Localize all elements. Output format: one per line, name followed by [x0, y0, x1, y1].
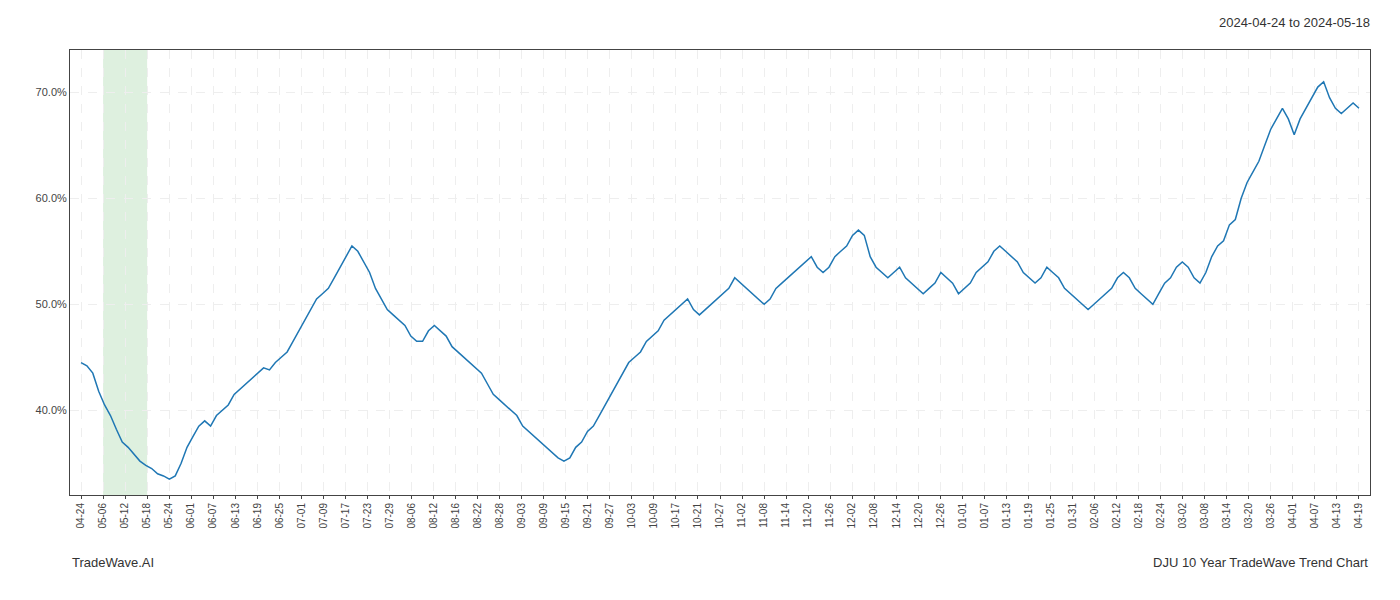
svg-text:70.0%: 70.0%	[36, 86, 67, 98]
svg-text:01-25: 01-25	[1045, 503, 1056, 529]
svg-text:06-13: 06-13	[230, 503, 241, 529]
svg-text:09-15: 09-15	[560, 503, 571, 529]
svg-text:06-01: 06-01	[185, 503, 196, 529]
svg-text:10-17: 10-17	[670, 503, 681, 529]
svg-text:05-24: 05-24	[163, 503, 174, 529]
svg-text:02-06: 02-06	[1089, 503, 1100, 529]
svg-text:10-03: 10-03	[626, 503, 637, 529]
svg-text:TradeWave.AI: TradeWave.AI	[72, 555, 154, 570]
svg-text:02-24: 02-24	[1155, 503, 1166, 529]
svg-text:01-01: 01-01	[957, 503, 968, 529]
svg-text:09-03: 09-03	[516, 503, 527, 529]
svg-text:04-24: 04-24	[75, 503, 86, 529]
svg-text:07-29: 07-29	[384, 503, 395, 529]
svg-text:01-07: 01-07	[979, 503, 990, 529]
svg-text:12-14: 12-14	[891, 503, 902, 529]
svg-text:07-17: 07-17	[340, 503, 351, 529]
svg-text:02-18: 02-18	[1133, 503, 1144, 529]
svg-text:01-19: 01-19	[1023, 503, 1034, 529]
svg-text:08-16: 08-16	[450, 503, 461, 529]
svg-text:04-01: 04-01	[1287, 503, 1298, 529]
svg-text:02-12: 02-12	[1111, 503, 1122, 529]
svg-text:04-13: 04-13	[1331, 503, 1342, 529]
svg-text:01-31: 01-31	[1067, 503, 1078, 529]
svg-text:09-27: 09-27	[604, 503, 615, 529]
svg-text:09-09: 09-09	[538, 503, 549, 529]
svg-text:03-20: 03-20	[1243, 503, 1254, 529]
svg-text:03-14: 03-14	[1221, 503, 1232, 529]
svg-text:07-01: 07-01	[296, 503, 307, 529]
svg-text:04-07: 04-07	[1309, 503, 1320, 529]
svg-text:60.0%: 60.0%	[36, 192, 67, 204]
svg-text:08-06: 08-06	[406, 503, 417, 529]
svg-text:05-06: 05-06	[97, 503, 108, 529]
svg-text:11-26: 11-26	[824, 503, 835, 528]
svg-text:03-08: 03-08	[1199, 503, 1210, 529]
svg-text:08-22: 08-22	[472, 503, 483, 529]
svg-text:07-23: 07-23	[362, 503, 373, 529]
svg-text:11-20: 11-20	[802, 503, 813, 528]
svg-text:11-02: 11-02	[736, 503, 747, 528]
svg-text:12-26: 12-26	[935, 503, 946, 529]
svg-text:03-02: 03-02	[1177, 503, 1188, 529]
svg-text:05-18: 05-18	[141, 503, 152, 529]
svg-text:11-08: 11-08	[758, 503, 769, 528]
svg-text:09-21: 09-21	[582, 503, 593, 529]
svg-text:50.0%: 50.0%	[36, 298, 67, 310]
svg-text:DJU 10 Year TradeWave Trend Ch: DJU 10 Year TradeWave Trend Chart	[1153, 555, 1368, 570]
svg-text:2024-04-24 to 2024-05-18: 2024-04-24 to 2024-05-18	[1219, 15, 1370, 30]
svg-text:04-19: 04-19	[1353, 503, 1364, 529]
svg-text:06-19: 06-19	[252, 503, 263, 529]
svg-text:05-12: 05-12	[119, 503, 130, 529]
svg-text:08-28: 08-28	[494, 503, 505, 529]
svg-text:03-26: 03-26	[1265, 503, 1276, 529]
svg-text:11-14: 11-14	[780, 503, 791, 528]
svg-text:01-13: 01-13	[1001, 503, 1012, 529]
svg-text:12-20: 12-20	[913, 503, 924, 529]
svg-text:12-08: 12-08	[868, 503, 879, 529]
svg-text:07-09: 07-09	[318, 503, 329, 529]
svg-text:08-12: 08-12	[428, 503, 439, 529]
svg-text:10-27: 10-27	[714, 503, 725, 529]
svg-text:10-09: 10-09	[648, 503, 659, 529]
svg-text:06-25: 06-25	[274, 503, 285, 529]
svg-text:40.0%: 40.0%	[36, 404, 67, 416]
svg-text:06-07: 06-07	[207, 503, 218, 529]
svg-text:12-02: 12-02	[846, 503, 857, 529]
svg-text:10-21: 10-21	[692, 503, 703, 529]
